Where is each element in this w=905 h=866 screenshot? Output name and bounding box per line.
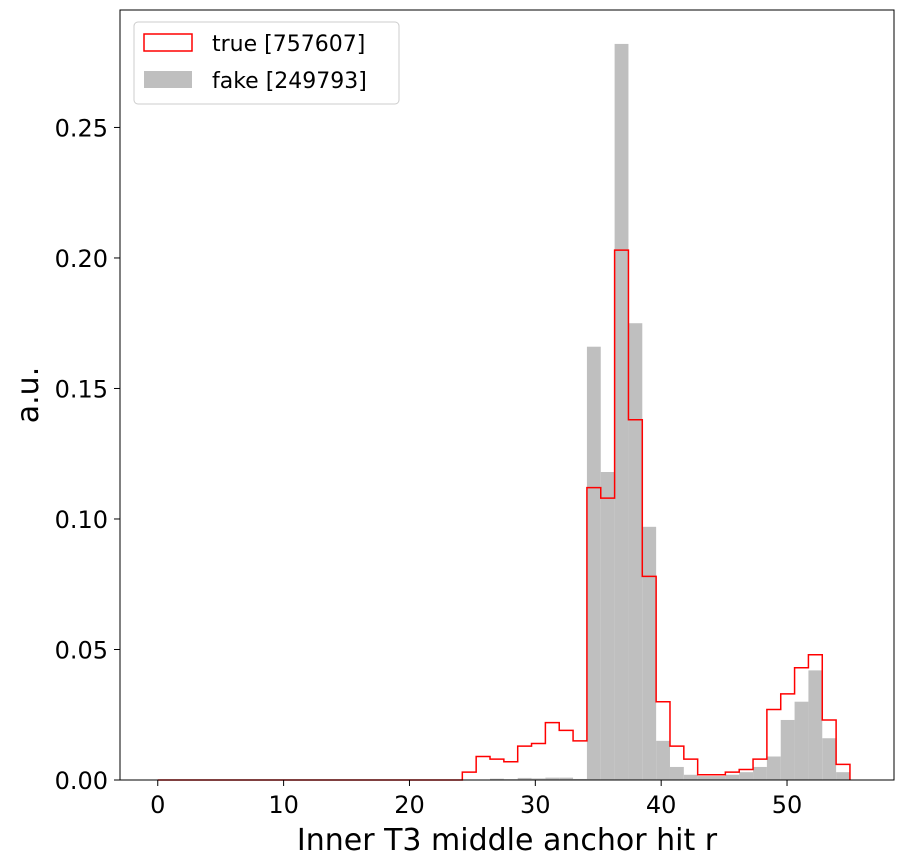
fake-bar [517, 777, 532, 780]
fake-bar [836, 772, 850, 780]
legend-swatch-fake [144, 71, 192, 88]
fake-bar [697, 776, 712, 780]
legend-frame [133, 21, 400, 105]
fake-bar [490, 778, 504, 780]
legend-entry-fake: fake [249793] [212, 69, 367, 94]
x-tick-label: 40 [646, 791, 677, 819]
fake-bar [573, 778, 587, 780]
y-tick-label: 0.05 [55, 636, 108, 664]
plot-axes [119, 9, 895, 781]
fake-bar [683, 774, 698, 780]
fake-bar [753, 766, 767, 780]
fake-bar [766, 756, 781, 780]
y-tick-label: 0.25 [55, 114, 108, 142]
x-axis-ticks: 0 10 20 30 40 50 [150, 780, 802, 819]
fake-bar [614, 43, 629, 781]
fake-bar [669, 766, 684, 780]
y-axis-label: a.u. [11, 367, 46, 423]
fake-bar [711, 776, 726, 780]
y-tick-label: 0.10 [55, 506, 108, 534]
fake-bar [822, 738, 837, 780]
fake-bar [545, 777, 560, 780]
fake-bar [725, 774, 740, 780]
fake-bar [739, 772, 754, 780]
y-tick-label: 0.00 [55, 767, 108, 795]
legend-swatch-true [143, 33, 193, 52]
x-axis-label: Inner T3 middle anchor hit r [297, 823, 718, 858]
true-histogram-step [157, 249, 851, 781]
fake-bar [600, 472, 615, 780]
x-tick-label: 10 [268, 791, 299, 819]
fake-bar [586, 346, 601, 780]
fake-bar [780, 719, 795, 780]
y-tick-label: 0.15 [55, 375, 108, 403]
fake-bar [531, 778, 546, 780]
true-step-line [157, 249, 851, 781]
fake-bar [808, 670, 823, 780]
fake-histogram-bars [490, 43, 850, 781]
legend-entry-true: true [757607] [212, 32, 365, 57]
y-axis-ticks: 0.00 0.05 0.10 0.15 0.20 0.25 [55, 114, 120, 795]
x-tick-label: 0 [150, 791, 165, 819]
fake-bar [656, 740, 670, 780]
x-tick-label: 50 [772, 791, 803, 819]
axes-frame [119, 9, 895, 781]
fake-bar [794, 701, 809, 780]
fake-bar [559, 777, 574, 780]
fake-bar [642, 526, 657, 780]
x-tick-label: 30 [520, 791, 551, 819]
x-tick-label: 20 [394, 791, 425, 819]
legend: true [757607] fake [249793] [133, 21, 400, 105]
fake-bar [628, 323, 643, 780]
y-tick-label: 0.20 [55, 245, 108, 273]
